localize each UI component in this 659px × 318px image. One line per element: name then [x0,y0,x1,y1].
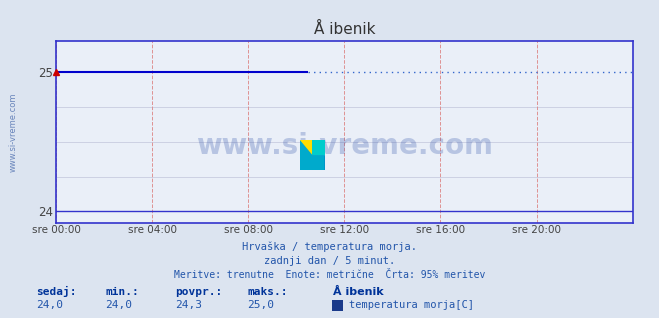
Text: zadnji dan / 5 minut.: zadnji dan / 5 minut. [264,256,395,266]
Polygon shape [312,155,325,170]
Text: Hrvaška / temperatura morja.: Hrvaška / temperatura morja. [242,241,417,252]
Text: Å ibenik: Å ibenik [333,287,384,297]
Text: sedaj:: sedaj: [36,286,76,297]
Text: 25,0: 25,0 [247,301,274,310]
Bar [312,140,325,155]
Text: maks.:: maks.: [247,287,287,297]
Text: Meritve: trenutne  Enote: metrične  Črta: 95% meritev: Meritve: trenutne Enote: metrične Črta: … [174,270,485,280]
Text: www.si-vreme.com: www.si-vreme.com [196,133,493,161]
Text: min.:: min.: [105,287,139,297]
Title: Å ibenik: Å ibenik [314,22,375,38]
Text: 24,0: 24,0 [36,301,63,310]
Text: 24,0: 24,0 [105,301,132,310]
Polygon shape [300,140,325,170]
Text: temperatura morja[C]: temperatura morja[C] [349,301,474,310]
Text: 24,3: 24,3 [175,301,202,310]
Bar [300,140,312,155]
Text: povpr.:: povpr.: [175,287,222,297]
Text: www.si-vreme.com: www.si-vreme.com [9,92,17,172]
